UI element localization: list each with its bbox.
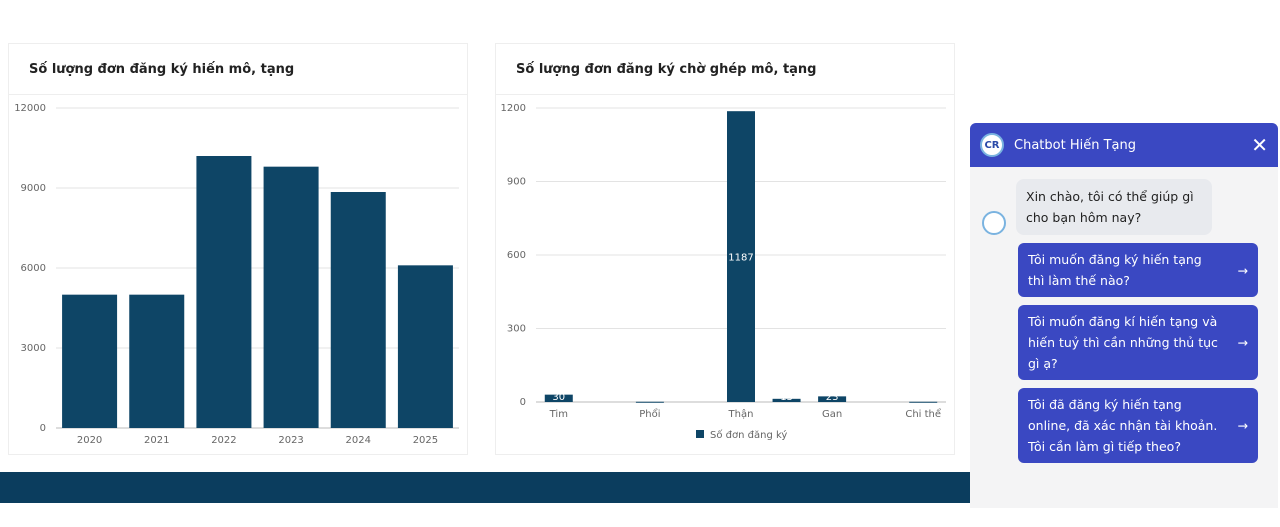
x-tick-label: 2020: [77, 435, 102, 446]
x-tick-label: Phổi: [639, 407, 660, 420]
suggestion-button[interactable]: Tôi muốn đăng kí hiến tạng và hiến tuỷ t…: [1018, 305, 1258, 380]
y-tick-label: 900: [507, 177, 526, 188]
y-tick-label: 9000: [21, 183, 46, 194]
bar: [196, 156, 252, 428]
y-tick-label: 1200: [501, 103, 526, 114]
suggestion-text: Tôi đã đăng ký hiến tạng online, đã xác …: [1028, 397, 1218, 454]
data-label: 1187: [728, 253, 753, 264]
chatbot-panel: CR Chatbot Hiến Tạng ✕ CR Xin chào, tôi …: [970, 123, 1278, 508]
bar: [635, 401, 664, 403]
y-tick-label: 3000: [21, 343, 46, 354]
x-tick-label: 2021: [144, 435, 169, 446]
x-tick-label: Tim: [549, 409, 568, 420]
bar: [263, 166, 319, 428]
chart-title: Số lượng đơn đăng ký hiến mô, tạng: [9, 44, 467, 95]
y-tick-label: 600: [507, 250, 526, 261]
x-tick-label: Chi thể: [905, 407, 942, 420]
y-tick-label: 0: [520, 397, 526, 408]
y-tick-label: 300: [507, 324, 526, 335]
close-icon[interactable]: ✕: [1251, 133, 1268, 157]
bar: [330, 192, 386, 428]
y-tick-label: 6000: [21, 263, 46, 274]
y-tick-label: 0: [40, 423, 46, 434]
arrow-right-icon: →: [1237, 335, 1248, 350]
data-label: 13: [780, 392, 793, 403]
greeting-bubble: Xin chào, tôi có thể giúp gì cho bạn hôm…: [1016, 179, 1212, 235]
arrow-right-icon: →: [1237, 262, 1248, 278]
y-tick-label: 12000: [14, 103, 46, 114]
chatbot-logo-icon: CR: [980, 133, 1004, 157]
data-label: 23: [826, 392, 839, 403]
chart-title: Số lượng đơn đăng ký chờ ghép mô, tạng: [496, 44, 954, 95]
legend-swatch: [696, 430, 704, 438]
x-tick-label: 2024: [346, 435, 371, 446]
bar: [62, 294, 118, 428]
arrow-right-icon: →: [1237, 418, 1248, 433]
bar: [909, 401, 938, 403]
bot-message: CR Xin chào, tôi có thể giúp gì cho bạn …: [982, 179, 1278, 235]
bar: [727, 111, 755, 402]
registration-bar-chart: 0 3000 6000 9000 12000 2020 2021 2022 2023 2024 20…: [14, 103, 459, 446]
bar: [129, 294, 185, 428]
legend-label: Số đơn đăng ký: [710, 429, 787, 441]
suggestion-text: Tôi muốn đăng kí hiến tạng và hiến tuỷ t…: [1028, 314, 1218, 371]
bar: [772, 398, 801, 402]
waiting-chart-panel: Số lượng đơn đăng ký chờ ghép mô, tạng 0…: [495, 43, 955, 455]
bar: [397, 265, 453, 428]
chatbot-title: Chatbot Hiến Tạng: [1014, 137, 1136, 153]
data-label: 30: [552, 392, 565, 403]
footer-band: [0, 472, 980, 503]
suggestion-text: Tôi muốn đăng ký hiến tạng thì làm thế n…: [1028, 252, 1202, 288]
x-tick-label: 2023: [278, 435, 303, 446]
bar: [544, 394, 573, 402]
x-tick-label: 2025: [413, 435, 438, 446]
bot-avatar-icon: CR: [982, 211, 1006, 235]
x-tick-label: Gan: [822, 409, 842, 420]
waiting-bar-chart: 0 300 600 900 1200 Tim 30 Phổi Thận 1187 13 Gan 23 Ch…: [501, 103, 946, 441]
bar: [818, 396, 847, 402]
x-tick-label: 2022: [211, 435, 236, 446]
suggestion-button[interactable]: Tôi muốn đăng ký hiến tạng thì làm thế n…: [1018, 243, 1258, 297]
suggestion-button[interactable]: Tôi đã đăng ký hiến tạng online, đã xác …: [1018, 388, 1258, 463]
chatbot-header: CR Chatbot Hiến Tạng ✕: [970, 123, 1278, 167]
registration-chart-panel: Số lượng đơn đăng ký hiến mô, tạng 0 3000…: [8, 43, 468, 455]
x-tick-label: Thận: [728, 408, 754, 420]
